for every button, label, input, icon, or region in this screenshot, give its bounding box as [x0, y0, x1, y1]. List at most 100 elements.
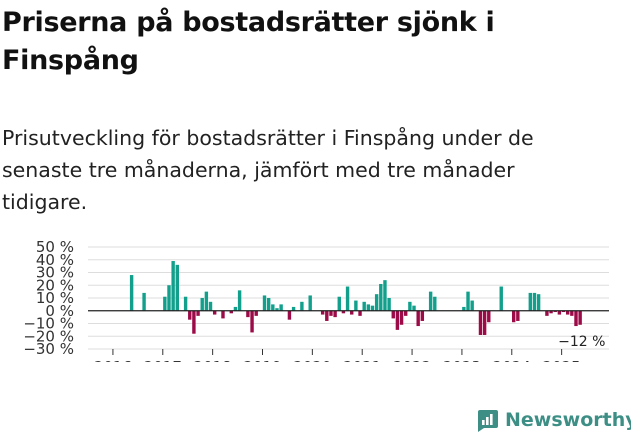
- bar-positive: [370, 305, 375, 311]
- bar-positive: [379, 283, 383, 311]
- bar-positive: [362, 301, 366, 311]
- bar-negative: [212, 310, 217, 315]
- x-tick-label: 2021: [343, 358, 381, 362]
- bar-positive: [266, 298, 271, 311]
- bar-negative: [395, 310, 400, 330]
- bar-positive: [129, 275, 134, 311]
- bar-positive: [428, 291, 433, 311]
- bar-chart: 50 %40 %30 %20 %10 %0 %−10 %−20 %−30 % 2…: [23, 238, 609, 362]
- bar-positive: [175, 264, 180, 311]
- bar-positive: [204, 291, 209, 311]
- bar-negative: [287, 310, 292, 320]
- x-tick-label: 2025: [543, 358, 581, 362]
- y-tick-label: −10 %: [23, 315, 74, 333]
- bar-positive: [163, 296, 167, 311]
- bar-negative: [487, 310, 491, 323]
- x-tick-label: 2018: [194, 358, 232, 362]
- bar-negative: [565, 310, 570, 315]
- bar-positive: [271, 304, 275, 311]
- y-tick-label: 40 %: [36, 251, 74, 269]
- bar-negative: [478, 310, 483, 335]
- y-tick-label: 10 %: [36, 289, 74, 307]
- bar-positive: [366, 304, 371, 311]
- bar-positive: [308, 295, 312, 311]
- bar-negative: [254, 310, 258, 316]
- bar-negative: [188, 310, 192, 320]
- bar-negative: [557, 310, 562, 315]
- bar-positive: [237, 290, 242, 311]
- chart-subtitle: Prisutveckling för bostadsrätter i Finsp…: [2, 126, 534, 214]
- bar-negative: [578, 310, 582, 325]
- bar-negative: [511, 310, 516, 323]
- newsworthy-logo-icon: [478, 410, 498, 432]
- bar-positive: [279, 304, 283, 311]
- y-tick-label: 30 %: [36, 264, 74, 282]
- bar-negative: [229, 310, 233, 314]
- bar-positive: [262, 295, 267, 311]
- bar-positive: [536, 294, 541, 311]
- bar-negative: [196, 310, 200, 316]
- bar-negative: [399, 310, 404, 325]
- chart-title: Priserna på bostadsrätter sjönk i Finspå…: [2, 7, 495, 76]
- bar-positive: [499, 286, 503, 311]
- bar-negative: [333, 310, 337, 318]
- bar-negative: [358, 310, 362, 316]
- bar-positive: [345, 286, 350, 311]
- bar-positive: [183, 296, 188, 311]
- x-axis: 2016 2017 2018 2019 2020 2021 2022 2023 2024 2025: [94, 349, 581, 362]
- bar-negative: [404, 310, 408, 316]
- bar-negative: [549, 310, 553, 314]
- bar-positive: [462, 306, 466, 311]
- bar-negative: [416, 310, 420, 327]
- bar-positive: [142, 292, 146, 311]
- bar-negative: [482, 310, 487, 335]
- bar-negative: [250, 310, 254, 333]
- y-axis-labels: 50 %40 %30 %20 %10 %0 %−10 %−20 %−30 %: [23, 238, 74, 358]
- bar-positive: [275, 308, 279, 311]
- bar-negative: [516, 310, 520, 321]
- bar-positive: [354, 300, 358, 311]
- bar-positive: [374, 294, 379, 311]
- bar-negative: [320, 310, 325, 315]
- y-tick-label: 50 %: [36, 238, 74, 256]
- newsworthy-logo: Newsworthy: [475, 406, 631, 434]
- y-tick-label: 0 %: [45, 302, 74, 320]
- bar-negative: [329, 310, 333, 316]
- x-tick-label: 2016: [94, 358, 132, 362]
- bar-positive: [233, 306, 238, 311]
- x-tick-label: 2020: [293, 358, 331, 362]
- bar-positive: [383, 280, 387, 311]
- bar-positive: [200, 298, 204, 311]
- bar-positive: [433, 296, 437, 311]
- bar-positive: [412, 305, 416, 311]
- bar-positive: [300, 301, 304, 311]
- bar-positive: [291, 306, 296, 311]
- bar-negative: [341, 310, 346, 314]
- bars: [129, 261, 582, 335]
- bar-negative: [391, 310, 395, 319]
- bar-negative: [420, 310, 425, 321]
- bar-positive: [167, 285, 171, 311]
- bar-positive: [470, 300, 474, 311]
- x-tick-label: 2022: [393, 358, 431, 362]
- bar-positive: [532, 292, 537, 311]
- x-tick-label: 2017: [144, 358, 182, 362]
- y-tick-label: 20 %: [36, 276, 74, 294]
- bar-negative: [192, 310, 196, 334]
- bar-positive: [171, 261, 175, 311]
- bar-negative: [246, 310, 250, 318]
- last-value-label: −12 %: [558, 334, 605, 350]
- bar-negative: [574, 310, 578, 327]
- bar-positive: [408, 301, 412, 311]
- x-tick-label: 2023: [443, 358, 481, 362]
- y-tick-label: −20 %: [23, 327, 74, 345]
- bar-negative: [350, 310, 354, 315]
- brand-name: Newsworthy: [505, 409, 631, 431]
- bar-positive: [466, 291, 470, 311]
- bar-positive: [387, 298, 391, 311]
- y-tick-label: −30 %: [23, 340, 74, 358]
- bar-negative: [325, 310, 329, 321]
- x-tick-label: 2019: [243, 358, 281, 362]
- x-tick-label: 2024: [493, 358, 531, 362]
- bar-negative: [545, 310, 549, 316]
